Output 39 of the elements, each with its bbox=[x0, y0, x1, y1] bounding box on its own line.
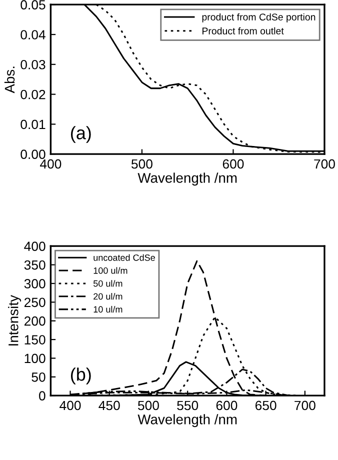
x-tick-label: 400 bbox=[60, 400, 81, 410]
legend-label: 100 ul/m bbox=[94, 267, 128, 274]
y-tick-label: 250 bbox=[24, 298, 46, 308]
x-axis-title: Wavelength /nm bbox=[138, 172, 237, 186]
y-tick-label: 0.03 bbox=[20, 60, 46, 70]
x-tick-label: 600 bbox=[216, 400, 238, 410]
y-tick-label: 0.02 bbox=[20, 90, 46, 100]
legend-label: 10 ul/m bbox=[94, 306, 122, 313]
y-tick-label: 0.05 bbox=[20, 0, 46, 10]
x-tick-label: 650 bbox=[255, 400, 276, 410]
x-axis-title: Wavelength /nm bbox=[138, 414, 237, 428]
y-axis-title: Abs. bbox=[4, 66, 15, 94]
y-tick-label: 150 bbox=[24, 335, 46, 344]
x-tick-label: 450 bbox=[98, 400, 120, 410]
legend-label: 50 ul/m bbox=[93, 280, 122, 287]
legend-label: uncoated CdSe bbox=[94, 254, 155, 261]
y-axis-title: Intensity bbox=[8, 295, 22, 346]
legend-label: product from CdSe portion bbox=[202, 13, 316, 22]
y-tick-label: 400 bbox=[24, 242, 46, 252]
y-tick-label: 0 bbox=[39, 391, 46, 401]
y-tick-label: 350 bbox=[24, 260, 46, 270]
x-tick-label: 400 bbox=[40, 159, 62, 169]
y-tick-label: 0.01 bbox=[20, 120, 46, 130]
legend-label: Product from outlet bbox=[202, 27, 284, 34]
y-tick-label: 200 bbox=[24, 316, 46, 326]
y-tick-label: 100 bbox=[24, 354, 46, 364]
y-tick-label: 0.00 bbox=[20, 150, 46, 160]
x-tick-label: 550 bbox=[177, 400, 198, 410]
y-tick-label: 50 bbox=[32, 372, 46, 382]
x-tick-label: 700 bbox=[294, 400, 316, 410]
annotation: (a) bbox=[70, 126, 91, 143]
x-tick-label: 500 bbox=[131, 159, 152, 169]
y-tick-label: 0.04 bbox=[20, 30, 46, 40]
annotation: (b) bbox=[70, 368, 91, 384]
y-tick-label: 300 bbox=[24, 279, 46, 288]
x-tick-label: 500 bbox=[138, 400, 159, 410]
x-tick-label: 600 bbox=[222, 159, 244, 169]
legend-label: 20 ul/m bbox=[94, 293, 122, 300]
x-tick-label: 700 bbox=[314, 159, 335, 169]
